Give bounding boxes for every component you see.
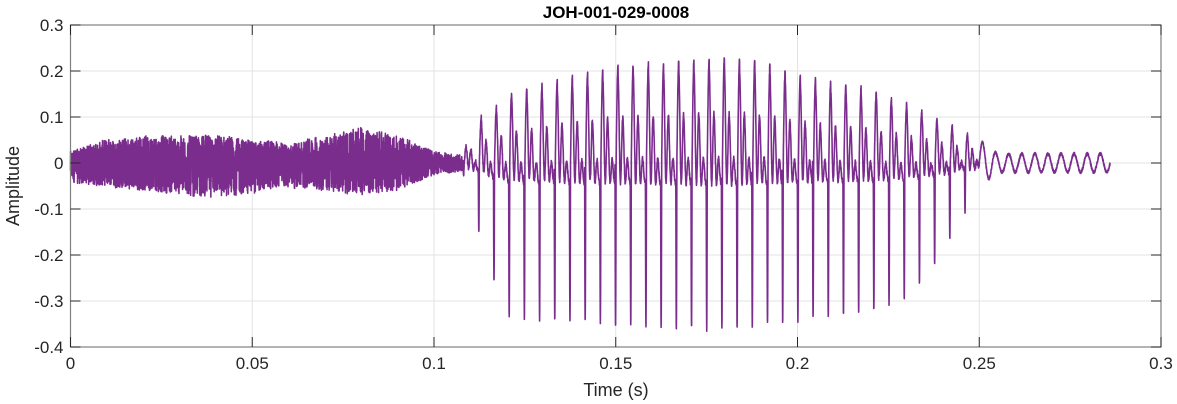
x-tick-label: 0.15	[599, 354, 632, 373]
y-tick-label: -0.2	[34, 246, 63, 265]
x-tick-label: 0.25	[963, 354, 996, 373]
y-axis-label: Amplitude	[3, 146, 23, 226]
y-tick-label: 0.3	[40, 16, 64, 35]
x-axis-label: Time (s)	[583, 380, 648, 400]
y-tick-label: 0.1	[40, 108, 64, 127]
plot-area	[69, 57, 1111, 332]
y-tick-label: -0.4	[34, 338, 63, 357]
chart-title: JOH-001-029-0008	[543, 3, 689, 22]
x-tick-label: 0.05	[236, 354, 269, 373]
x-tick-label: 0.3	[1149, 354, 1173, 373]
x-tick-label: 0.2	[786, 354, 810, 373]
ticks: 0 0.05 0.1 0.15 0.2 0.25 0.3 -0.4 -0.3 -0.2 -0.1 0 0…	[34, 16, 1173, 373]
x-tick-label: 0.1	[422, 354, 446, 373]
waveform-line	[69, 57, 1111, 332]
y-tick-label: 0	[54, 154, 63, 173]
x-tick-label: 0	[66, 354, 75, 373]
y-tick-label: -0.1	[34, 200, 63, 219]
y-tick-label: -0.3	[34, 292, 63, 311]
y-tick-label: 0.2	[40, 62, 64, 81]
